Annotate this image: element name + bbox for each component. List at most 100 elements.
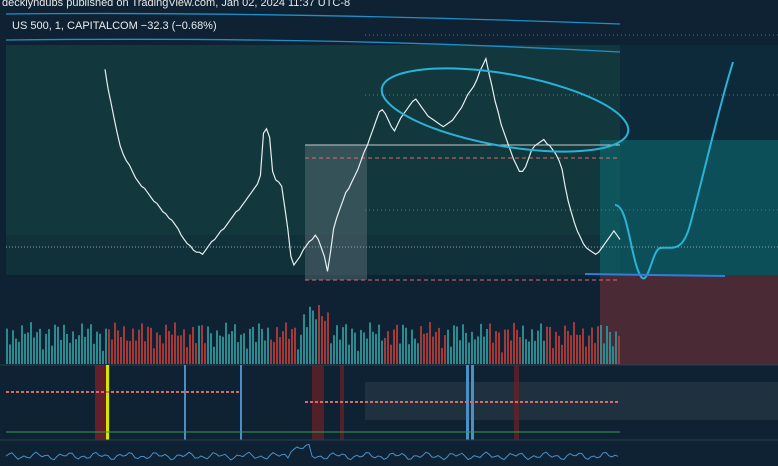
volume-bar bbox=[570, 335, 572, 364]
volume-bar bbox=[477, 336, 479, 364]
volume-bar bbox=[249, 328, 251, 364]
volume-bar bbox=[228, 334, 230, 364]
volume-bar bbox=[150, 327, 152, 364]
volume-bar bbox=[123, 326, 125, 364]
volume-bar bbox=[162, 343, 164, 364]
volume-bar bbox=[201, 325, 203, 364]
signal-bar-blue-2 bbox=[240, 365, 242, 440]
volume-bar bbox=[486, 329, 488, 364]
volume-bar bbox=[279, 337, 281, 364]
volume-bar bbox=[12, 330, 14, 364]
volume-bar bbox=[444, 335, 446, 364]
volume-bar bbox=[585, 346, 587, 364]
volume-bar bbox=[498, 332, 500, 364]
volume-bar bbox=[510, 340, 512, 364]
volume-bar bbox=[66, 334, 68, 364]
volume-bar bbox=[456, 326, 458, 364]
volume-bar bbox=[48, 329, 50, 364]
volume-bar bbox=[225, 322, 227, 364]
volume-bar bbox=[450, 346, 452, 364]
volume-bar bbox=[183, 329, 185, 364]
middle-shaded-zone bbox=[6, 235, 620, 275]
volume-bar bbox=[267, 327, 269, 364]
volume-bar bbox=[45, 333, 47, 364]
volume-bar bbox=[54, 324, 56, 364]
volume-bar bbox=[297, 349, 299, 364]
volume-bar bbox=[411, 329, 413, 364]
volume-bar bbox=[234, 324, 236, 364]
volume-bar bbox=[531, 329, 533, 364]
volume-bar bbox=[231, 331, 233, 364]
volume-bar bbox=[186, 347, 188, 364]
volume-bar bbox=[324, 320, 326, 364]
volume-bar bbox=[399, 343, 401, 364]
volume-bar bbox=[159, 335, 161, 364]
volume-bar bbox=[153, 348, 155, 364]
volume-bar bbox=[24, 333, 26, 364]
volume-bar bbox=[540, 323, 542, 364]
volume-bar bbox=[429, 322, 431, 364]
annotation-ellipse bbox=[380, 67, 630, 153]
volume-bar bbox=[483, 336, 485, 364]
volume-bar bbox=[567, 330, 569, 364]
volume-bar bbox=[105, 328, 107, 364]
volume-bar bbox=[156, 332, 158, 364]
volume-bar bbox=[489, 323, 491, 364]
volume-bar bbox=[180, 335, 182, 364]
volume-bar bbox=[96, 331, 98, 364]
volume-bar bbox=[129, 340, 131, 364]
moving-average-1 bbox=[5, 38, 621, 53]
volume-bar bbox=[120, 337, 122, 364]
volume-bar bbox=[27, 332, 29, 364]
volume-bar bbox=[564, 325, 566, 364]
volume-bar bbox=[366, 338, 368, 364]
volume-bar bbox=[465, 332, 467, 364]
volume-bar bbox=[507, 329, 509, 364]
volume-bar bbox=[576, 334, 578, 364]
volume-bar bbox=[423, 333, 425, 364]
volume-bar bbox=[582, 328, 584, 364]
volume-bar bbox=[18, 341, 20, 364]
volume-bar bbox=[606, 326, 608, 364]
volume-bar bbox=[321, 316, 323, 364]
volume-bar bbox=[30, 322, 32, 364]
volume-bar bbox=[192, 326, 194, 364]
volume-bar bbox=[108, 329, 110, 364]
moving-average-2 bbox=[5, 12, 621, 25]
volume-bar bbox=[84, 336, 86, 364]
volume-bar bbox=[216, 330, 218, 364]
volume-bar bbox=[222, 336, 224, 364]
volume-bar bbox=[168, 331, 170, 364]
volume-bar bbox=[243, 333, 245, 364]
volume-bar bbox=[213, 346, 215, 364]
volume-bar bbox=[417, 343, 419, 364]
volume-bar bbox=[426, 333, 428, 364]
volume-bar bbox=[102, 350, 104, 364]
volume-bar bbox=[435, 331, 437, 364]
symbol-bar: US 500, 1, CAPITALCOM −32.3 (−0.68%) bbox=[12, 20, 217, 32]
volume-bar bbox=[546, 326, 548, 364]
volume-bar bbox=[528, 341, 530, 364]
volume-bar bbox=[33, 337, 35, 364]
volume-bar bbox=[306, 327, 308, 364]
volume-bar bbox=[246, 348, 248, 364]
volume-bar bbox=[171, 334, 173, 364]
support-line bbox=[584, 273, 726, 277]
volume-bar bbox=[618, 336, 620, 364]
volume-bar bbox=[132, 328, 134, 364]
volume-bar bbox=[591, 327, 593, 364]
volume-bar bbox=[333, 335, 335, 364]
volume-bar bbox=[492, 342, 494, 364]
volume-bar bbox=[336, 325, 338, 364]
volume-bar bbox=[369, 322, 371, 364]
volume-bar bbox=[276, 327, 278, 364]
volume-bar bbox=[345, 324, 347, 364]
volume-bar bbox=[219, 335, 221, 364]
volume-bar bbox=[72, 331, 74, 364]
volume-bar bbox=[561, 344, 563, 364]
volume-bar bbox=[90, 324, 92, 364]
volume-bar bbox=[210, 333, 212, 364]
symbol-label: US 500, 1, CAPITALCOM bbox=[12, 20, 138, 32]
volume-bar bbox=[114, 322, 116, 364]
